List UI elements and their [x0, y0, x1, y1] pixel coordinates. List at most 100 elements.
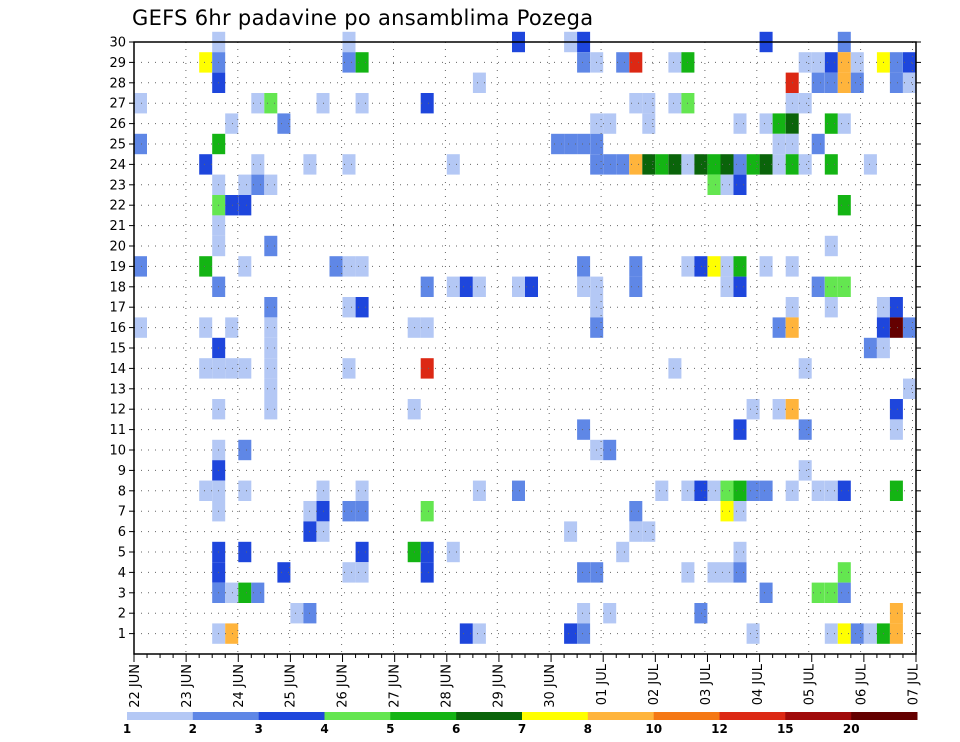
cell-230: [277, 562, 291, 583]
cell-116: [720, 256, 734, 277]
cell-98: [225, 195, 239, 216]
cell-80: [707, 154, 721, 175]
legend-swatch-1: [192, 712, 260, 720]
cell-193: [512, 480, 525, 501]
ytick-label-27: 28: [109, 76, 126, 91]
cell-84: [759, 154, 773, 175]
cell-146: [264, 317, 278, 338]
cell-34: [134, 93, 147, 114]
legend-label-8: 10: [645, 722, 662, 736]
ytick-label-3: 4: [118, 566, 126, 581]
cell-60: [564, 133, 578, 155]
cell-164: [342, 358, 356, 379]
cell-234: [577, 562, 591, 583]
cell-243: [238, 582, 252, 603]
cell-231: [342, 562, 356, 583]
cell-137: [355, 297, 369, 318]
xtick-label-9: 01 JUL: [595, 663, 610, 705]
cell-57: [134, 133, 147, 155]
ytick-label-19: 20: [109, 240, 126, 255]
legend-swatch-0: [127, 712, 194, 720]
cell-211: [355, 501, 369, 522]
cell-186: [798, 460, 812, 481]
xtick-label-14: 06 JUL: [855, 663, 870, 705]
cell-223: [355, 541, 369, 563]
cells-layer: [134, 31, 916, 644]
cell-61: [577, 133, 591, 155]
cell-11: [577, 52, 591, 73]
ytick-label-11: 12: [109, 403, 126, 418]
cell-83: [746, 154, 760, 175]
cell-215: [733, 501, 747, 522]
cell-153: [889, 317, 903, 338]
cell-106: [199, 256, 213, 277]
cell-110: [355, 256, 369, 277]
cell-46: [225, 113, 239, 134]
cell-254: [889, 603, 903, 624]
cell-226: [446, 541, 460, 563]
cell-259: [564, 623, 578, 644]
xtick-label-11: 03 JUL: [699, 663, 714, 705]
cell-93: [264, 174, 278, 195]
ytick-label-17: 18: [109, 280, 126, 295]
cell-244: [251, 582, 265, 603]
cell-198: [720, 480, 734, 501]
ytick-label-0: 1: [118, 627, 126, 642]
cell-10: [355, 52, 369, 73]
xtick-label-4: 26 JUN: [336, 664, 351, 708]
ytick-label-18: 19: [109, 260, 126, 275]
x-axis: 22 JUN 23 JUN 24 JUN 25 JUN 26 JUN 27 JUN 28 J…: [128, 654, 922, 708]
legend-label-5: 6: [452, 722, 460, 736]
cell-201: [759, 480, 773, 501]
ytick-label-5: 6: [118, 525, 126, 540]
xtick-label-3: 25 JUN: [284, 664, 299, 708]
cell-178: [733, 419, 747, 440]
legend-swatch-2: [258, 712, 325, 720]
cell-228: [733, 541, 747, 563]
cell-239: [733, 562, 747, 583]
cell-131: [733, 276, 747, 297]
cell-118: [759, 256, 773, 277]
cell-144: [199, 317, 213, 338]
cell-70: [446, 154, 460, 175]
cell-245: [759, 582, 773, 603]
ytick-label-8: 9: [118, 464, 126, 479]
cell-91: [238, 174, 252, 195]
cell-59: [551, 133, 565, 155]
cell-108: [329, 256, 343, 277]
cell-177: [577, 419, 591, 440]
cell-40: [629, 93, 643, 114]
cell-79: [694, 154, 708, 175]
ytick-label-9: 10: [109, 444, 126, 459]
cell-21: [850, 52, 864, 73]
cell-126: [525, 276, 538, 297]
cell-182: [238, 439, 252, 461]
cell-262: [824, 623, 838, 644]
cell-132: [811, 276, 825, 297]
ytick-label-2: 3: [118, 586, 126, 601]
cell-69: [342, 154, 356, 175]
cell-130: [720, 276, 734, 297]
xtick-label-6: 28 JUN: [439, 664, 454, 708]
cell-189: [238, 480, 252, 501]
xtick-label-8: 30 JUN: [543, 664, 558, 708]
cell-38: [355, 93, 369, 114]
cell-41: [642, 93, 656, 114]
cell-73: [616, 154, 630, 175]
ytick-label-21: 22: [109, 199, 126, 214]
cell-20: [837, 52, 851, 73]
legend-swatch-10: [785, 712, 852, 720]
cell-218: [564, 521, 578, 542]
legend-label-1: 2: [189, 722, 197, 736]
ytick-label-14: 15: [109, 342, 126, 357]
xtick-label-12: 04 JUL: [751, 663, 766, 705]
cell-246: [811, 582, 825, 603]
cell-240: [837, 562, 851, 583]
legend-label-0: 1: [123, 722, 131, 736]
cell-165: [420, 358, 434, 379]
cell-66: [199, 154, 213, 175]
ytick-label-7: 8: [118, 484, 126, 499]
legend-swatch-9: [719, 712, 786, 720]
ytick-label-20: 21: [109, 219, 126, 234]
cell-53: [772, 113, 786, 134]
